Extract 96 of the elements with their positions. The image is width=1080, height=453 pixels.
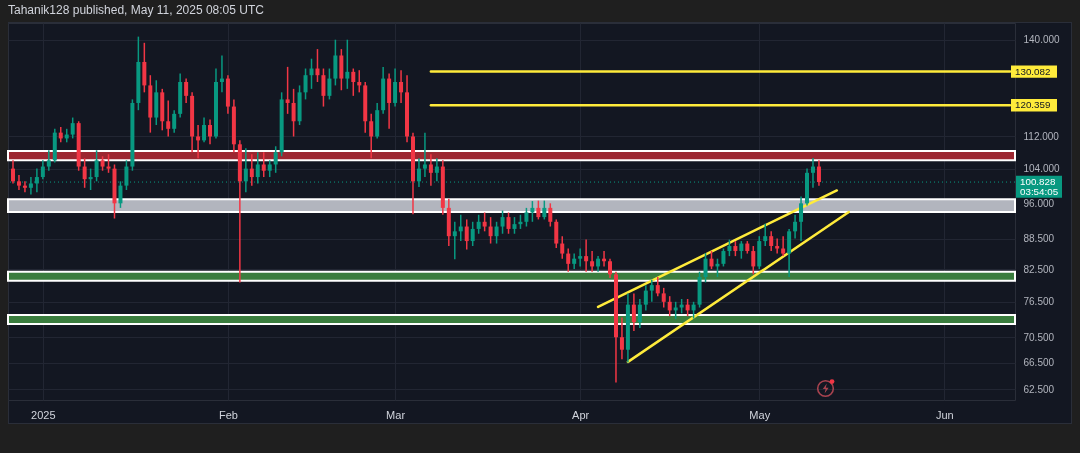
candlestick bbox=[506, 211, 511, 235]
y-tick-label: 104.000 bbox=[1023, 163, 1061, 175]
candlestick bbox=[94, 149, 99, 183]
candlestick bbox=[476, 214, 481, 235]
candlestick bbox=[434, 157, 439, 183]
candlestick bbox=[416, 157, 421, 188]
candlestick bbox=[584, 238, 589, 273]
y-tick-label: 62.500 bbox=[1023, 383, 1055, 395]
candlestick bbox=[655, 276, 660, 297]
candlestick bbox=[202, 116, 207, 144]
candlestick bbox=[40, 159, 45, 180]
candlestick bbox=[464, 218, 469, 251]
candlestick bbox=[399, 69, 404, 104]
candlestick bbox=[793, 214, 798, 240]
chart-title: Tahanik128 published, May 11, 2025 08:05 UTC bbox=[8, 3, 265, 17]
data-label: 120.359 bbox=[1015, 99, 1051, 111]
candlestick bbox=[649, 278, 654, 303]
candlestick bbox=[775, 237, 780, 255]
candlestick bbox=[333, 38, 338, 87]
candlestick bbox=[184, 77, 189, 104]
candlestick bbox=[303, 67, 308, 101]
candlestick bbox=[703, 252, 708, 284]
y-tick-label: 76.500 bbox=[1023, 296, 1055, 308]
candlestick bbox=[524, 207, 529, 228]
candlestick bbox=[11, 159, 15, 185]
x-tick-label: Jun bbox=[935, 408, 954, 421]
candlestick bbox=[166, 99, 171, 138]
candlestick bbox=[590, 250, 595, 273]
candlestick bbox=[769, 230, 774, 252]
candlestick bbox=[428, 153, 433, 187]
candlestick bbox=[494, 221, 499, 245]
candlestick bbox=[488, 216, 493, 245]
candlestick bbox=[799, 195, 804, 242]
y-tick-label: 70.500 bbox=[1023, 331, 1055, 343]
candlestick bbox=[28, 176, 33, 196]
candlestick bbox=[619, 316, 624, 361]
candlestick bbox=[46, 149, 51, 172]
candlestick bbox=[321, 67, 326, 108]
candlestick bbox=[608, 257, 613, 279]
candlestick bbox=[542, 199, 547, 221]
candlestick bbox=[196, 124, 201, 160]
ref-line-label: 100.828 bbox=[1020, 176, 1056, 188]
x-tick-label: Feb bbox=[218, 408, 238, 421]
y-tick-label: 140.000 bbox=[1023, 34, 1061, 46]
text: 03:54:05 bbox=[1020, 185, 1059, 197]
candlestick bbox=[452, 221, 457, 260]
candlestick bbox=[369, 113, 374, 160]
candlestick bbox=[106, 153, 111, 174]
candlestick bbox=[536, 199, 541, 221]
y-tick-label: 96.000 bbox=[1023, 197, 1055, 209]
x-tick-label: Apr bbox=[572, 408, 590, 421]
candlestick bbox=[500, 209, 505, 235]
candlestick bbox=[327, 67, 332, 101]
y-tick-label: 66.500 bbox=[1023, 357, 1055, 369]
candlestick bbox=[787, 228, 792, 278]
candlestick bbox=[751, 245, 756, 276]
x-tick-label: 2025 bbox=[31, 408, 56, 421]
candlestick bbox=[339, 48, 344, 91]
candlestick bbox=[255, 151, 260, 185]
y-tick-label: 112.000 bbox=[1023, 130, 1060, 142]
data-label: 130.082 bbox=[1015, 65, 1051, 77]
candlestick bbox=[560, 235, 565, 260]
y-tick-label: 88.500 bbox=[1023, 233, 1055, 245]
y-tick-label: 82.500 bbox=[1023, 263, 1055, 275]
candlestick bbox=[661, 287, 666, 309]
candlestick bbox=[763, 222, 768, 247]
x-tick-label: May bbox=[749, 408, 771, 421]
candlestick bbox=[554, 218, 559, 249]
candlestick bbox=[291, 88, 296, 138]
candlestick bbox=[667, 295, 672, 317]
candlestick bbox=[82, 157, 87, 189]
candlestick bbox=[631, 292, 636, 332]
candlestick bbox=[345, 38, 350, 90]
candlestick bbox=[470, 221, 475, 247]
candlestick bbox=[566, 247, 571, 273]
x-tick-label: Mar bbox=[386, 408, 406, 421]
candlestick bbox=[243, 147, 248, 193]
candlestick bbox=[816, 159, 821, 187]
candlestick bbox=[482, 211, 487, 233]
candlestick bbox=[142, 42, 147, 94]
candlestick bbox=[422, 131, 427, 178]
candlestick bbox=[273, 145, 278, 174]
candlestick bbox=[637, 298, 642, 329]
candlestick bbox=[393, 67, 398, 108]
candlestick bbox=[709, 250, 714, 270]
candlestick bbox=[70, 116, 75, 140]
candlestick bbox=[249, 153, 254, 187]
candlestick bbox=[208, 118, 213, 146]
candlestick bbox=[261, 151, 266, 178]
candlestick bbox=[781, 235, 786, 257]
candlestick bbox=[285, 66, 290, 115]
candlestick bbox=[578, 247, 583, 268]
candlestick bbox=[643, 284, 648, 312]
candlestick bbox=[351, 67, 356, 97]
candlestick bbox=[172, 109, 177, 134]
candlestick bbox=[548, 202, 553, 228]
